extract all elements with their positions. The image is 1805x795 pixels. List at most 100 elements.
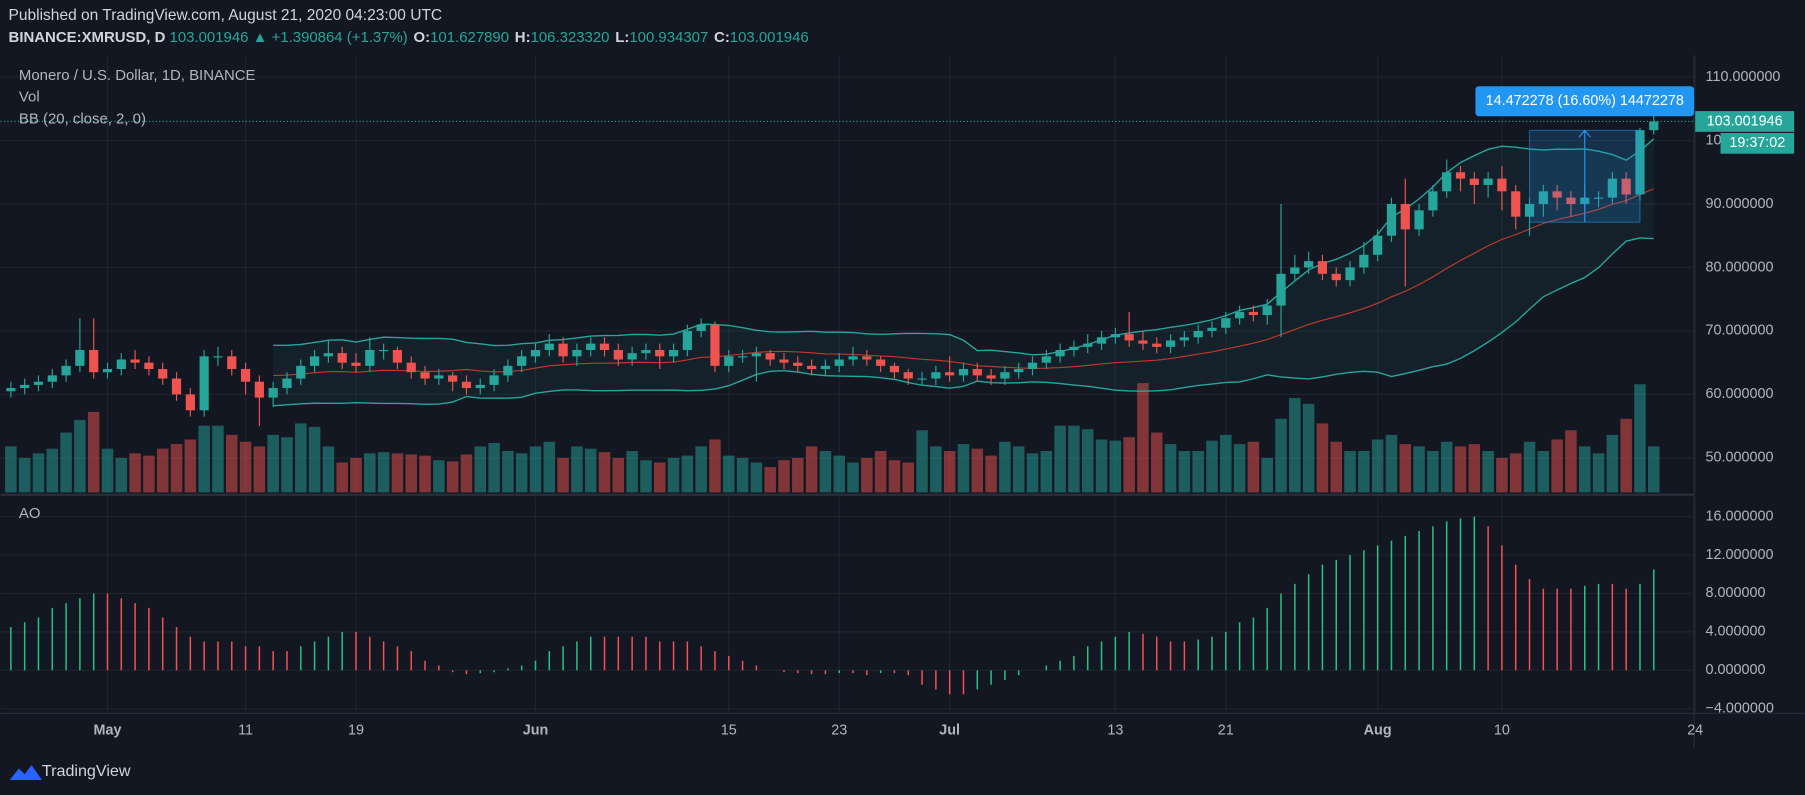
volume-bar (916, 430, 928, 493)
x-tick-label: May (94, 722, 122, 738)
x-tick-label: 21 (1218, 722, 1234, 738)
volume-bar (226, 434, 238, 493)
candle-body (737, 356, 748, 358)
volume-bar (736, 457, 749, 493)
volume-bar (101, 448, 114, 493)
candle-body (61, 365, 71, 376)
candle-body (682, 330, 692, 350)
volume-bar (888, 460, 901, 493)
candle-body (848, 356, 858, 360)
candle-body (1386, 204, 1397, 236)
candle-body (958, 369, 969, 376)
volume-bar (1040, 450, 1053, 493)
candle-body (1262, 305, 1272, 316)
volume-bar (598, 452, 611, 493)
y-tick-label: 80.000000 (1706, 259, 1774, 275)
candle-body (1193, 330, 1203, 338)
candle-body (931, 372, 941, 379)
price-label-box (1695, 111, 1795, 132)
volume-bar (999, 441, 1011, 493)
volume-bar (819, 450, 832, 493)
volume-bar (1385, 434, 1398, 493)
volume-bar (750, 462, 763, 493)
volume-bar (709, 439, 721, 493)
ohlc-value: 106.323320 (531, 29, 610, 46)
volume-bar (1413, 446, 1425, 493)
candle-body (668, 349, 679, 357)
volume-bar (1578, 446, 1591, 493)
candle-body (434, 375, 444, 379)
volume-bar (1565, 430, 1577, 493)
candle-body (710, 324, 720, 366)
candle-body (1538, 191, 1548, 205)
volume-bar (1399, 444, 1412, 493)
volume-bar (143, 455, 155, 493)
volume-bar (433, 460, 445, 493)
volume-bar (1137, 383, 1149, 493)
volume-bar (364, 453, 376, 493)
candle-body (807, 365, 817, 370)
candle-body (158, 369, 168, 379)
chart-title: Monero / U.S. Dollar, 1D, BINANCE (19, 67, 256, 84)
x-tick-label: 23 (831, 722, 847, 738)
candle-body (1234, 311, 1245, 319)
volume-bar (129, 453, 141, 493)
volume-bar (46, 448, 59, 493)
volume-bar (350, 457, 362, 493)
volume-bar (529, 446, 542, 493)
candle-body (572, 349, 582, 357)
ohlc-label: H: (515, 29, 531, 46)
volume-bar (18, 457, 31, 493)
candle-body (903, 372, 913, 379)
change: +1.390864 (+1.37%) (272, 29, 408, 46)
candle-body (392, 349, 403, 363)
arrow: ▲ (253, 29, 268, 46)
volume-bar (584, 448, 597, 493)
candle-body (1373, 235, 1383, 255)
candle-body (1400, 204, 1410, 230)
volume-bar (474, 446, 487, 493)
volume-bar (612, 457, 625, 493)
volume-bar (212, 425, 224, 493)
y-tick-label: 110.000000 (1706, 69, 1781, 85)
ohlc-value: 103.001946 (730, 29, 809, 46)
candle-body (1497, 178, 1507, 192)
volume-bar (1123, 437, 1135, 493)
candle-body (1414, 210, 1424, 230)
volume-bar (1302, 403, 1315, 493)
ohlc: O:101.627890 H:106.323320 L:100.934307 C:10… (414, 29, 809, 46)
volume-bar (488, 442, 500, 493)
ohlc-value: 100.934307 (629, 29, 708, 46)
candle-body (379, 349, 389, 352)
volume-bar (1330, 441, 1342, 493)
volume-bar (626, 450, 638, 493)
candle-body (75, 349, 85, 366)
measure-label: 14.472278 (16.60%) 14472278 (1486, 93, 1684, 109)
candle-body (599, 343, 610, 350)
y-tick-label: 50.000000 (1706, 450, 1774, 466)
candle-body (530, 349, 541, 357)
volume-bar (695, 446, 707, 493)
volume-bar (847, 462, 859, 493)
candle-body (296, 365, 306, 379)
volume-bar (377, 452, 390, 493)
x-tick-label: 13 (1107, 722, 1123, 738)
volume-bar (281, 437, 293, 493)
candle-body (724, 356, 734, 366)
volume-bar (1537, 450, 1550, 493)
volume-bar (1551, 439, 1563, 493)
candle-body (6, 388, 16, 392)
volume-bar (1151, 432, 1163, 493)
volume-bar (778, 460, 790, 493)
volume-bar (943, 450, 956, 493)
candle-body (1331, 273, 1341, 281)
candle-body (1345, 267, 1355, 281)
volume-bar (74, 419, 86, 493)
volume-bar (308, 426, 321, 493)
volume-bar (419, 455, 431, 493)
candle-body (1096, 337, 1107, 344)
published: Published on TradingView.com, August 21,… (9, 7, 443, 24)
measure-label-box (1475, 86, 1695, 117)
